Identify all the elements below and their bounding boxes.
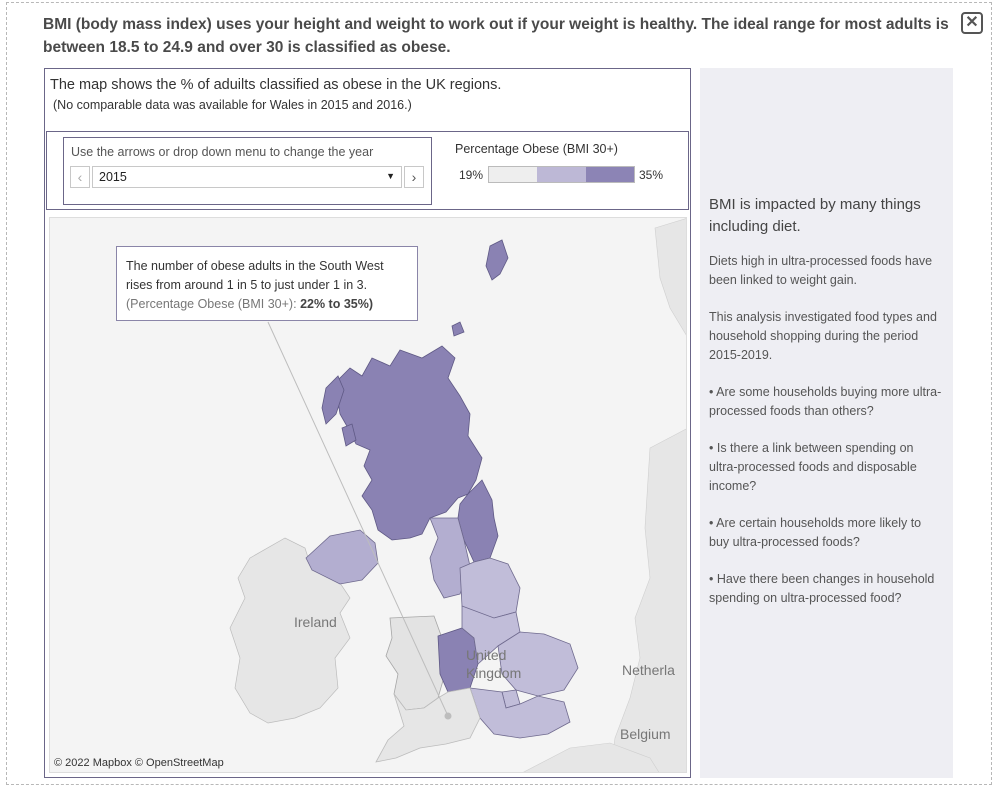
info-paragraph: This analysis investigated food types an… bbox=[709, 310, 937, 362]
callout-pointer bbox=[267, 321, 449, 717]
region-shetland[interactable] bbox=[485, 239, 509, 281]
year-filter-label: Use the arrows or drop down menu to chan… bbox=[71, 145, 374, 159]
year-filter: Use the arrows or drop down menu to chan… bbox=[63, 137, 432, 205]
region-scotland-islands[interactable] bbox=[321, 375, 345, 425]
info-question: • Are certain households more likely to … bbox=[709, 516, 922, 549]
choropleth-map[interactable]: The number of obese adults in the South … bbox=[49, 217, 687, 773]
region-scotland-skye[interactable] bbox=[341, 423, 357, 447]
region-south-east[interactable] bbox=[469, 687, 571, 739]
callout-line-2: rises from around 1 in 5 to just under 1… bbox=[126, 278, 368, 292]
legend-segment-mid bbox=[537, 167, 586, 182]
legend-color-scale bbox=[488, 166, 635, 183]
year-dropdown[interactable]: 2015 ▼ bbox=[92, 166, 402, 188]
legend-max-label: 35% bbox=[639, 168, 664, 182]
chevron-left-icon: ‹ bbox=[77, 169, 83, 185]
callout-metric-label: (Percentage Obese (BMI 30+): bbox=[126, 297, 297, 311]
info-paragraph: Diets high in ultra-processed foods have… bbox=[709, 254, 933, 287]
france-coast bbox=[523, 742, 660, 772]
close-icon: ✕ bbox=[965, 14, 979, 31]
caret-down-icon: ▼ bbox=[386, 171, 395, 181]
info-heading: BMI is impacted by many things including… bbox=[709, 196, 921, 235]
map-canvas bbox=[229, 218, 686, 772]
legend-min-label: 19% bbox=[459, 168, 484, 182]
tooltip-callout: The number of obese adults in the South … bbox=[116, 246, 418, 321]
callout-metric: (Percentage Obese (BMI 30+): 22% to 35%) bbox=[126, 295, 408, 314]
info-question: • Are some households buying more ultra-… bbox=[709, 385, 942, 418]
info-question: • Have there been changes in household s… bbox=[709, 572, 935, 605]
region-north-west[interactable] bbox=[429, 517, 471, 599]
map-label-belgium: Belgium bbox=[620, 726, 671, 742]
scandinavia bbox=[654, 218, 686, 336]
region-scotland[interactable] bbox=[334, 345, 483, 541]
info-question: • Is there a link between spending on ul… bbox=[709, 441, 917, 493]
previous-year-button[interactable]: ‹ bbox=[70, 166, 90, 188]
region-east-of-england[interactable] bbox=[497, 631, 579, 697]
map-label-netherlands: Netherla bbox=[622, 662, 675, 678]
selected-year: 2015 bbox=[99, 170, 127, 184]
legend-segment-high bbox=[585, 167, 634, 182]
callout-metric-value: 22% to 35%) bbox=[300, 297, 374, 311]
controls-box: Use the arrows or drop down menu to chan… bbox=[46, 131, 689, 210]
map-label-ireland: Ireland bbox=[294, 614, 337, 630]
region-south-west[interactable] bbox=[375, 687, 481, 763]
callout-anchor bbox=[444, 712, 452, 720]
region-orkney[interactable] bbox=[451, 321, 465, 337]
map-label-united-kingdom: United Kingdom bbox=[466, 647, 522, 681]
map-subheading: (No comparable data was available for Wa… bbox=[53, 98, 412, 112]
close-button[interactable]: ✕ bbox=[961, 12, 983, 34]
legend-segment-low bbox=[489, 167, 538, 182]
map-panel: The map shows the % of aduilts classifie… bbox=[44, 68, 691, 778]
dashboard-frame bbox=[6, 2, 992, 785]
map-attribution[interactable]: © 2022 Mapbox © OpenStreetMap bbox=[54, 757, 224, 769]
legend-title: Percentage Obese (BMI 30+) bbox=[455, 142, 618, 156]
intro-text: BMI (body mass index) uses your height a… bbox=[43, 16, 949, 56]
chevron-right-icon: › bbox=[411, 169, 417, 185]
callout-line-1: The number of obese adults in the South … bbox=[126, 259, 384, 273]
next-year-button[interactable]: › bbox=[404, 166, 424, 188]
europe-mainland bbox=[609, 428, 686, 772]
map-heading: The map shows the % of aduilts classifie… bbox=[50, 77, 502, 93]
info-panel: BMI is impacted by many things including… bbox=[700, 68, 953, 778]
